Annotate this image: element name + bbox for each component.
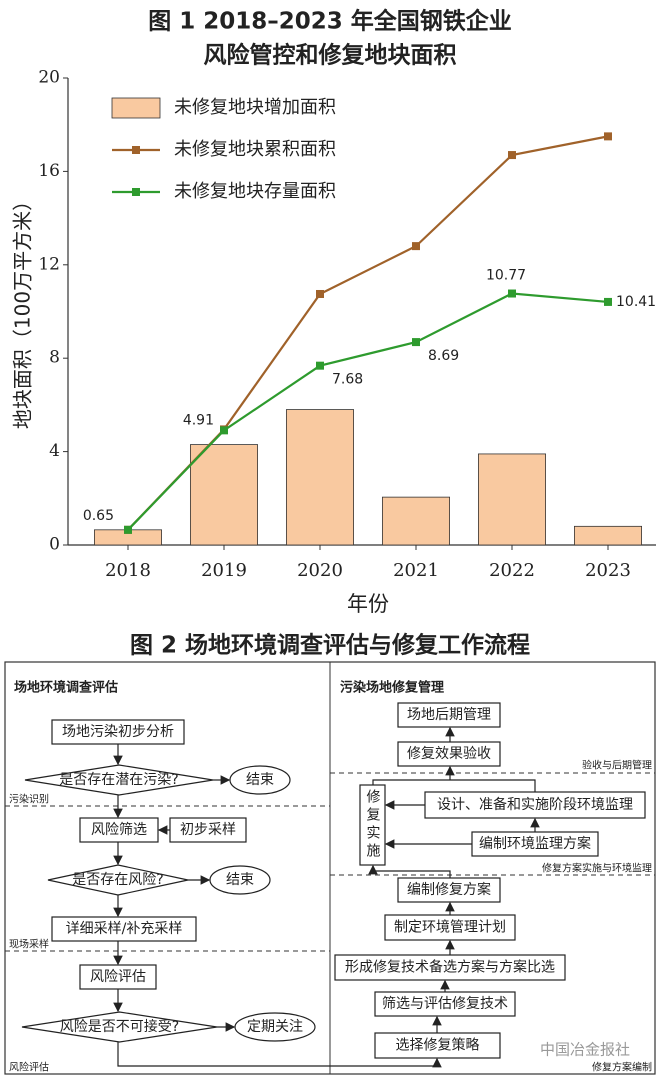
node-label: 风险筛选 [91, 822, 147, 838]
node-label: 形成修复技术备选方案与方案比选 [345, 959, 555, 976]
node-label: 编制环境监理方案 [479, 835, 591, 852]
y-tick-label: 4 [49, 441, 60, 461]
arrow [372, 779, 536, 792]
x-axis-label: 年份 [347, 592, 389, 616]
y-tick-label: 8 [49, 348, 60, 368]
node-label: 定期关注 [247, 1019, 303, 1035]
node-label: 是否存在风险? [72, 872, 163, 888]
line [127, 292, 609, 531]
process-box [169, 817, 247, 843]
process-box [359, 784, 386, 866]
legend-label: 未修复地块存量面积 [174, 181, 336, 202]
y-tick-label: 12 [38, 254, 60, 274]
x-tick-label: 2020 [297, 560, 343, 581]
data-label: 10.77 [486, 268, 526, 284]
marker [316, 361, 324, 370]
marker [124, 525, 132, 534]
process-box [51, 719, 185, 745]
legend-swatch [111, 97, 161, 119]
node-label: 初步采样 [180, 821, 236, 838]
arrow [117, 1042, 442, 1068]
process-box [334, 954, 566, 981]
node-label: 风险评估 [90, 969, 146, 985]
node-label: 详细采样/补充采样 [66, 921, 183, 937]
data-label: 4.91 [183, 412, 214, 428]
stage-label: 修复方案编制 [592, 1061, 652, 1074]
x-tick-label: 2023 [585, 560, 631, 581]
node-label: 结束 [246, 772, 274, 788]
x-tick-label: 2018 [105, 560, 151, 581]
y-tick-label: 16 [38, 161, 60, 181]
bar [285, 409, 354, 546]
bar [574, 525, 643, 546]
stage-label: 验收与后期管理 [582, 759, 652, 772]
watermark: 中国冶金报社 [540, 1041, 630, 1059]
process-box [384, 914, 516, 941]
marker [604, 297, 612, 306]
bar [189, 444, 258, 546]
y-axis-label: 地块面积（100万平方米） [11, 191, 35, 429]
legend-swatch [132, 188, 140, 196]
process-box [424, 791, 646, 819]
legend-label: 未修复地块增加面积 [174, 97, 336, 118]
marker [604, 132, 612, 141]
bar [477, 453, 546, 546]
data-label: 10.41 [616, 294, 656, 310]
node-label: 结束 [226, 872, 254, 888]
node-label: 风险是否不可接受? [60, 1018, 179, 1035]
data-label: 0.65 [83, 508, 114, 524]
x-tick-label: 2022 [489, 560, 535, 581]
data-label: 8.69 [428, 348, 459, 364]
marker [508, 151, 516, 160]
panel-title: 场地环境调查评估 [14, 680, 118, 696]
chart-title: 风险管控和修复地块面积 [204, 42, 457, 69]
node-label: 选择修复策略 [396, 1037, 480, 1054]
y-tick-label: 0 [49, 535, 60, 555]
chart-title: 图 1 2018–2023 年全国钢铁企业 [148, 8, 512, 35]
marker [412, 338, 420, 347]
process-box [374, 1032, 501, 1059]
stage-label: 修复方案实施与环境监理 [542, 862, 652, 875]
process-box [374, 991, 516, 1017]
process-box [471, 831, 599, 857]
process-box [397, 877, 501, 903]
arrow [368, 864, 451, 878]
node-label: 场地污染初步分析 [62, 723, 174, 740]
x-tick-label: 2021 [393, 560, 439, 581]
stage-label: 污染识别 [9, 793, 49, 806]
marker [220, 426, 228, 435]
node-label: 修复效果验收 [407, 745, 491, 762]
node-label: 修复实施 [365, 789, 381, 861]
marker [508, 289, 516, 298]
process-box [51, 916, 197, 942]
node-label: 制定环境管理计划 [394, 920, 506, 936]
marker [412, 242, 420, 251]
legend-swatch [132, 146, 140, 154]
x-tick-label: 2019 [201, 560, 247, 581]
y-tick-label: 20 [38, 68, 60, 88]
legend-label: 未修复地块累积面积 [174, 139, 336, 160]
marker [316, 289, 324, 298]
figure-title: 图 2 场地环境调查评估与修复工作流程 [130, 632, 530, 659]
node-label: 筛选与评估修复技术 [382, 995, 508, 1012]
node-label: 是否存在潜在污染? [59, 772, 178, 788]
process-box [397, 702, 501, 728]
data-label: 7.68 [332, 372, 363, 388]
process-box [79, 964, 157, 990]
stage-label: 风险评估 [9, 1061, 49, 1074]
node-label: 场地后期管理 [407, 707, 491, 723]
node-label: 设计、准备和实施阶段环境监理 [437, 796, 633, 813]
node-label: 编制修复方案 [407, 881, 491, 898]
stage-label: 现场采样 [9, 938, 49, 951]
bar [381, 496, 450, 546]
panel-title: 污染场地修复管理 [340, 680, 444, 696]
